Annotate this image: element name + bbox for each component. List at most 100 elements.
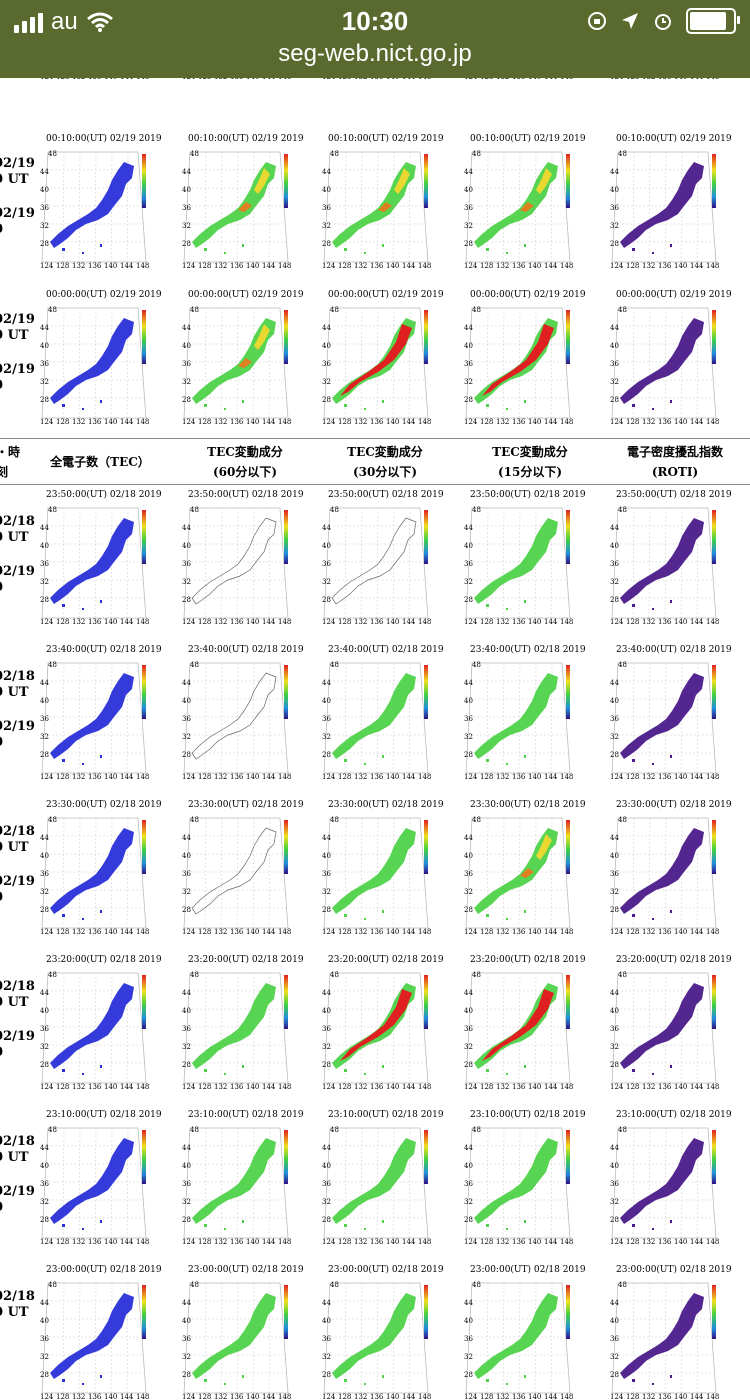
svg-text:48: 48 bbox=[618, 816, 627, 824]
svg-text:132: 132 bbox=[214, 928, 227, 935]
svg-text:44: 44 bbox=[610, 1144, 619, 1152]
map-panel[interactable]: 23:50:00(UT) 02/18 2019 48 44 40 36 32 28 124 12… bbox=[462, 490, 586, 625]
map-panel[interactable]: 23:20:00(UT) 02/18 2019 48 44 40 36 32 28 124 12… bbox=[38, 955, 162, 1090]
map-panel[interactable]: 23:50:00(UT) 02/18 2019 48 44 40 36 32 28 124 12… bbox=[320, 490, 444, 625]
svg-text:148: 148 bbox=[706, 928, 719, 935]
map-panel[interactable]: 23:00:00(UT) 02/18 2019 48 44 40 36 32 28 124 12… bbox=[180, 1265, 304, 1400]
svg-text:132: 132 bbox=[214, 618, 227, 625]
svg-text:128: 128 bbox=[626, 1393, 639, 1400]
svg-text:48: 48 bbox=[330, 661, 339, 669]
date-line: 02/18 bbox=[0, 1289, 35, 1304]
time-column-header: ・時刻 bbox=[0, 442, 20, 482]
svg-text:36: 36 bbox=[464, 870, 473, 878]
svg-text:128: 128 bbox=[338, 1083, 351, 1090]
map-panel[interactable]: 23:00:00(UT) 02/18 2019 48 44 40 36 32 28 124 12… bbox=[38, 1265, 162, 1400]
url-bar[interactable]: seg-web.nict.go.jp bbox=[278, 40, 472, 67]
map-panel[interactable]: 23:20:00(UT) 02/18 2019 48 44 40 36 32 28 124 12… bbox=[320, 955, 444, 1090]
svg-text:28: 28 bbox=[464, 751, 473, 759]
svg-text:132: 132 bbox=[496, 262, 509, 269]
svg-text:148: 148 bbox=[560, 418, 573, 425]
svg-text:124: 124 bbox=[610, 262, 624, 269]
date-line: 02/18 bbox=[0, 1134, 35, 1149]
svg-text:144: 144 bbox=[120, 418, 134, 425]
svg-text:44: 44 bbox=[182, 1144, 191, 1152]
svg-text:140: 140 bbox=[386, 928, 399, 935]
map-panel[interactable]: 00:00:00(UT) 02/19 2019 48 44 40 36 32 28 124 12… bbox=[180, 290, 304, 425]
svg-text:124: 124 bbox=[322, 1238, 336, 1245]
map-panel[interactable]: 23:30:00(UT) 02/18 2019 48 44 40 36 32 28 124 12… bbox=[320, 800, 444, 935]
svg-text:124: 124 bbox=[40, 928, 54, 935]
svg-text:148: 148 bbox=[278, 1393, 291, 1400]
map-panel[interactable]: 23:30:00(UT) 02/18 2019 48 44 40 36 32 28 124 12… bbox=[180, 800, 304, 935]
map-title: 23:20:00(UT) 02/18 2019 bbox=[46, 955, 162, 965]
map-panel[interactable]: 23:50:00(UT) 02/18 2019 48 44 40 36 32 28 124 12… bbox=[180, 490, 304, 625]
map-panel[interactable]: 00:00:00(UT) 02/19 2019 48 44 40 36 32 28 124 12… bbox=[462, 290, 586, 425]
map-panel[interactable]: 23:30:00(UT) 02/18 2019 48 44 40 36 32 28 124 12… bbox=[38, 800, 162, 935]
map-panel[interactable]: 23:00:00(UT) 02/18 2019 48 44 40 36 32 28 124 12… bbox=[462, 1265, 586, 1400]
map-panel[interactable]: 23:40:00(UT) 02/18 2019 48 44 40 36 32 28 124 12… bbox=[320, 645, 444, 780]
svg-text:40: 40 bbox=[182, 186, 191, 194]
map-panel[interactable]: 00:00:00(UT) 02/19 2019 48 44 40 36 32 28 124 12… bbox=[320, 290, 444, 425]
map-panel[interactable]: 23:30:00(UT) 02/18 2019 48 44 40 36 32 28 124 12… bbox=[462, 800, 586, 935]
svg-text:132: 132 bbox=[354, 418, 367, 425]
svg-text:36: 36 bbox=[464, 1335, 473, 1343]
svg-text:148: 148 bbox=[136, 928, 149, 935]
svg-text:48: 48 bbox=[618, 661, 627, 669]
svg-text:44: 44 bbox=[610, 834, 619, 842]
map-panel[interactable]: 23:10:00(UT) 02/18 2019 48 44 40 36 32 28 124 12… bbox=[608, 1110, 732, 1245]
map-panel[interactable]: 23:20:00(UT) 02/18 2019 48 44 40 36 32 28 124 12… bbox=[462, 955, 586, 1090]
map-panel[interactable]: 23:00:00(UT) 02/18 2019 48 44 40 36 32 28 124 12… bbox=[320, 1265, 444, 1400]
svg-text:132: 132 bbox=[354, 1238, 367, 1245]
svg-text:28: 28 bbox=[610, 906, 619, 914]
map-panel[interactable]: 23:40:00(UT) 02/18 2019 48 44 40 36 32 28 124 12… bbox=[180, 645, 304, 780]
map-panel[interactable]: 23:50:00(UT) 02/18 2019 48 44 40 36 32 28 124 12… bbox=[608, 490, 732, 625]
svg-text:144: 144 bbox=[544, 262, 558, 269]
map-panel[interactable]: 23:50:00(UT) 02/18 2019 48 44 40 36 32 28 124 12… bbox=[38, 490, 162, 625]
map-panel[interactable]: 23:10:00(UT) 02/18 2019 48 44 40 36 32 28 124 12… bbox=[38, 1110, 162, 1245]
svg-text:48: 48 bbox=[190, 306, 199, 314]
svg-text:124: 124 bbox=[322, 262, 336, 269]
map-panel[interactable]: 23:10:00(UT) 02/18 2019 48 44 40 36 32 28 124 12… bbox=[462, 1110, 586, 1245]
svg-text:32: 32 bbox=[182, 222, 191, 230]
svg-text:28: 28 bbox=[464, 1216, 473, 1224]
svg-text:136: 136 bbox=[230, 1393, 244, 1400]
map-panel[interactable]: 23:10:00(UT) 02/18 2019 48 44 40 36 32 28 124 12… bbox=[180, 1110, 304, 1245]
svg-text:128: 128 bbox=[198, 618, 211, 625]
svg-text:136: 136 bbox=[658, 928, 672, 935]
svg-text:28: 28 bbox=[322, 906, 331, 914]
date-line: 02/18 bbox=[0, 979, 35, 994]
map-panel[interactable]: 23:30:00(UT) 02/18 2019 48 44 40 36 32 28 124 12… bbox=[608, 800, 732, 935]
alarm-icon bbox=[655, 14, 671, 30]
svg-text:28: 28 bbox=[40, 240, 49, 248]
map-panel[interactable]: 00:00:00(UT) 02/19 2019 48 44 40 36 32 28 124 12… bbox=[38, 290, 162, 425]
svg-text:28: 28 bbox=[610, 1371, 619, 1379]
map-panel[interactable]: 00:00:00(UT) 02/19 2019 48 44 40 36 32 28 124 12… bbox=[608, 290, 732, 425]
svg-text:132: 132 bbox=[72, 773, 85, 780]
map-panel[interactable]: 23:20:00(UT) 02/18 2019 48 44 40 36 32 28 124 12… bbox=[180, 955, 304, 1090]
svg-text:136: 136 bbox=[88, 618, 102, 625]
map-panel[interactable]: 23:40:00(UT) 02/18 2019 48 44 40 36 32 28 124 12… bbox=[462, 645, 586, 780]
svg-text:124: 124 bbox=[182, 618, 196, 625]
svg-text:36: 36 bbox=[40, 1025, 49, 1033]
map-panel[interactable]: 23:00:00(UT) 02/18 2019 48 44 40 36 32 28 124 12… bbox=[608, 1265, 732, 1400]
map-panel[interactable]: 23:20:00(UT) 02/18 2019 48 44 40 36 32 28 124 12… bbox=[608, 955, 732, 1090]
svg-text:128: 128 bbox=[198, 1083, 211, 1090]
svg-text:32: 32 bbox=[322, 1353, 331, 1361]
map-panel[interactable]: 23:40:00(UT) 02/18 2019 48 44 40 36 32 28 124 12… bbox=[608, 645, 732, 780]
map-panel[interactable]: 23:10:00(UT) 02/18 2019 48 44 40 36 32 28 124 12… bbox=[320, 1110, 444, 1245]
svg-text:136: 136 bbox=[88, 1083, 102, 1090]
jst-line: 0 bbox=[0, 735, 35, 751]
time-header-line: ・時 bbox=[0, 445, 21, 459]
svg-text:144: 144 bbox=[402, 418, 416, 425]
svg-text:148: 148 bbox=[706, 618, 719, 625]
map-panel[interactable]: 23:40:00(UT) 02/18 2019 48 44 40 36 32 28 124 12… bbox=[38, 645, 162, 780]
